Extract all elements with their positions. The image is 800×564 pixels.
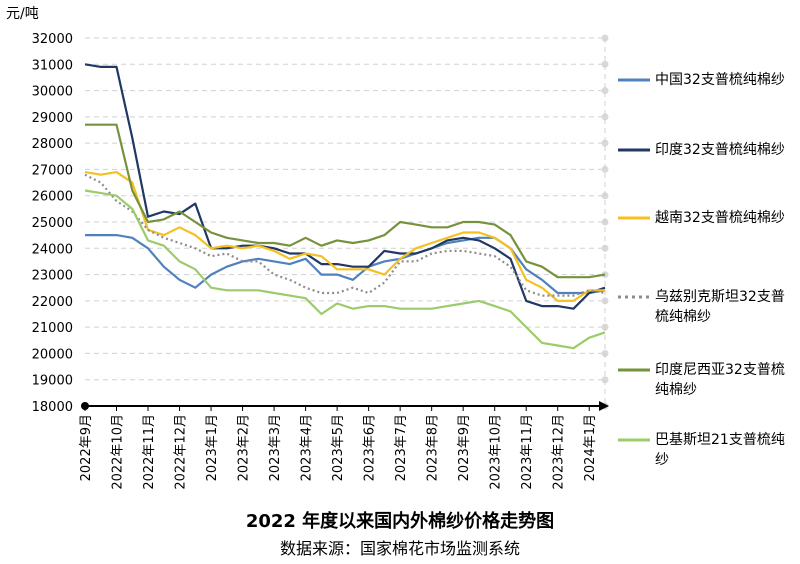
chart-subtitle: 数据来源：国家棉花市场监测系统 — [280, 539, 520, 558]
x-axis-arrow — [599, 401, 609, 411]
x-tick-label: 2023年4月 — [300, 414, 315, 481]
legend-label: 巴基斯坦21支普梳纯纱 — [655, 432, 785, 468]
y-tick-label: 20000 — [32, 347, 73, 362]
grid-dot — [601, 60, 609, 68]
chart-title: 2022 年度以来国内外棉纱价格走势图 — [246, 510, 554, 532]
y-tick-label: 26000 — [32, 190, 73, 205]
y-tick-label: 21000 — [32, 321, 73, 336]
y-tick-label: 30000 — [32, 85, 73, 100]
x-tick-label: 2024年1月 — [583, 414, 598, 481]
y-tick-label: 29000 — [32, 111, 73, 126]
x-tick-label: 2023年11月 — [520, 414, 535, 490]
series-line — [85, 123, 606, 279]
legend-label: 印度32支普梳纯棉纱 — [655, 142, 785, 158]
x-axis-origin — [81, 402, 89, 410]
x-tick-label: 2023年8月 — [426, 414, 441, 481]
x-tick-label: 2023年7月 — [394, 414, 409, 481]
legend-label: 中国32支普梳纯棉纱 — [655, 72, 785, 88]
series-line — [84, 171, 605, 302]
x-tick-label: 2023年10月 — [489, 414, 504, 490]
series-line — [84, 189, 606, 350]
x-tick-label: 2023年2月 — [237, 414, 252, 481]
y-tick-label: 31000 — [32, 58, 73, 73]
y-tick-label: 24000 — [32, 242, 73, 257]
x-tick-label: 2022年12月 — [174, 414, 189, 490]
legend-label: 乌兹别克斯坦32支普梳纯棉纱 — [655, 289, 785, 325]
y-axis-label: 元/吨 — [6, 6, 39, 22]
series-line — [85, 234, 606, 295]
x-tick-label: 2022年10月 — [111, 414, 126, 490]
y-tick-label: 27000 — [32, 163, 73, 178]
grid-dot — [601, 113, 609, 121]
y-tick-label: 22000 — [32, 295, 73, 310]
legend-label: 印度尼西亚32支普梳纯棉纱 — [655, 362, 785, 398]
y-tick-label: 19000 — [32, 374, 73, 389]
x-tick-label: 2023年6月 — [363, 414, 378, 481]
x-tick-label: 2023年5月 — [331, 414, 346, 481]
x-tick-label: 2023年1月 — [205, 414, 220, 481]
grid-dot — [601, 87, 609, 95]
y-tick-label: 18000 — [32, 400, 73, 415]
series-line — [84, 173, 606, 297]
legend-label: 越南32支普梳纯棉纱 — [655, 210, 785, 226]
grid-dot — [601, 139, 609, 147]
grid-dot — [601, 376, 609, 384]
x-tick-label: 2023年3月 — [268, 414, 283, 481]
y-tick-label: 25000 — [32, 216, 73, 231]
x-tick-label: 2022年11月 — [142, 414, 157, 490]
y-tick-label: 32000 — [32, 32, 73, 47]
y-tick-label: 23000 — [32, 269, 73, 284]
x-tick-label: 2022年9月 — [79, 414, 94, 481]
grid-dot — [601, 165, 609, 173]
x-tick-label: 2023年9月 — [457, 414, 472, 481]
series-line — [84, 63, 606, 310]
x-tick-label: 2023年12月 — [552, 414, 567, 490]
y-tick-label: 28000 — [32, 137, 73, 152]
